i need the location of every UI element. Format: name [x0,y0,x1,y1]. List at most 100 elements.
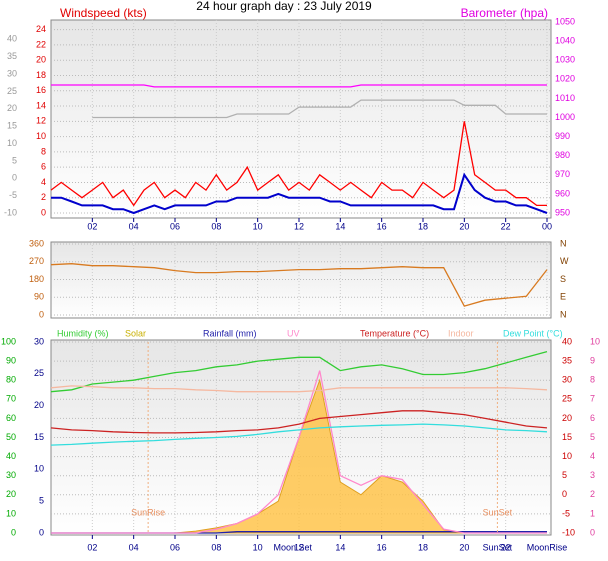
event-label: Moon Set [274,542,313,552]
y-tick-label: 100 [1,336,16,346]
y3-tick-label: 5 [39,496,44,506]
y2-tick-label: N [560,309,567,319]
y3-tick-label: 25 [34,368,44,378]
y3-tick-label: 20 [7,103,17,113]
y2-tick-label: 970 [555,169,570,179]
y2-tick-label: 950 [555,207,570,217]
y2-tick-label: 1030 [555,55,575,65]
y-tick-label: 24 [36,24,46,34]
y-tick-label: 40 [6,451,16,461]
y-tick-label: 50 [6,432,16,442]
y2-tick-label: 980 [555,150,570,160]
x-tick-label: 10 [253,542,263,552]
legend-label: Temperature (°C) [360,328,429,338]
y3-tick-label: 0 [12,173,17,183]
x-tick-label: 14 [335,221,345,231]
y-tick-label: 270 [29,256,44,266]
y-tick-label: 0 [41,207,46,217]
y2-tick-label: 30 [562,375,572,385]
x-tick-label: 12 [294,542,304,552]
x-tick-label: 18 [418,221,428,231]
y2-tick-label: S [560,274,566,284]
y-tick-label: 90 [6,355,16,365]
y2-tick-label: 1020 [555,74,575,84]
y2-tick-label: 960 [555,188,570,198]
legend-label: Rainfall (mm) [203,328,257,338]
x-tick-label: 22 [501,542,511,552]
y2-tick-label: N [560,238,567,248]
y4-tick-label: 10 [590,336,600,346]
event-label: SunSet [483,542,513,552]
y3-tick-label: 0 [39,527,44,537]
y2-tick-label: 25 [562,394,572,404]
plot-area [50,19,552,219]
x-tick-label: 10 [253,221,263,231]
y4-tick-label: 9 [590,355,595,365]
y-tick-label: 30 [6,470,16,480]
y2-axis-title: Barometer (hpa) [461,6,548,20]
x-tick-label: 12 [294,221,304,231]
y2-tick-label: W [560,256,569,266]
y-axis-title: Windspeed (kts) [60,6,147,20]
y3-tick-label: 30 [34,336,44,346]
y3-tick-label: -5 [9,190,17,200]
y-tick-label: 14 [36,100,46,110]
line [50,263,548,307]
x-tick-label: 16 [377,542,387,552]
y-tick-label: 180 [29,274,44,284]
x-tick-label: 14 [335,542,345,552]
line [50,423,548,446]
y4-tick-label: 2 [590,489,595,499]
y2-tick-label: 1000 [555,112,575,122]
legend-label: Dew Point (°C) [503,328,563,338]
y2-tick-label: 20 [562,413,572,423]
y-tick-label: 20 [6,489,16,499]
y3-tick-label: 30 [7,68,17,78]
legend-label: Indoor [448,328,474,338]
y3-tick-label: 10 [7,138,17,148]
x-tick-label: 04 [129,542,139,552]
marker-label: SunSet [483,507,513,517]
y3-tick-label: 15 [7,121,17,131]
y-tick-label: 6 [41,162,46,172]
y3-tick-label: 40 [7,34,17,44]
y2-tick-label: 1010 [555,93,575,103]
x-tick-label: 02 [87,542,97,552]
y-tick-label: 2 [41,192,46,202]
y-tick-label: 8 [41,146,46,156]
x-tick-label: 22 [501,221,511,231]
line [51,84,547,88]
y4-tick-label: 7 [590,394,595,404]
y3-tick-label: 15 [34,432,44,442]
x-tick-label: 08 [211,542,221,552]
legend-label: UV [287,328,300,338]
y4-tick-label: 1 [590,508,595,518]
y4-tick-label: 5 [590,432,595,442]
y-tick-label: 90 [34,292,44,302]
x-tick-label: 20 [459,542,469,552]
y-tick-label: 4 [41,177,46,187]
y-tick-label: 18 [36,70,46,80]
y2-tick-label: 40 [562,336,572,346]
y2-tick-label: 35 [562,355,572,365]
line [51,172,548,215]
y-tick-label: 60 [6,413,16,423]
chart-title: 24 hour graph day : 23 July 2019 [196,0,372,13]
legend-label: Humidity (%) [57,328,109,338]
y2-tick-label: -5 [562,508,570,518]
x-tick-label: 02 [87,221,97,231]
y-tick-label: 22 [36,39,46,49]
y-tick-label: 10 [6,508,16,518]
x-tick-label: 06 [170,221,180,231]
y2-tick-label: 15 [562,432,572,442]
x-tick-label: 06 [170,542,180,552]
y3-tick-label: -10 [4,207,17,217]
y3-tick-label: 25 [7,86,17,96]
x-tick-label: 18 [418,542,428,552]
y-tick-label: 16 [36,85,46,95]
y3-tick-label: 20 [34,400,44,410]
y-tick-label: 80 [6,375,16,385]
y4-tick-label: 0 [590,527,595,537]
